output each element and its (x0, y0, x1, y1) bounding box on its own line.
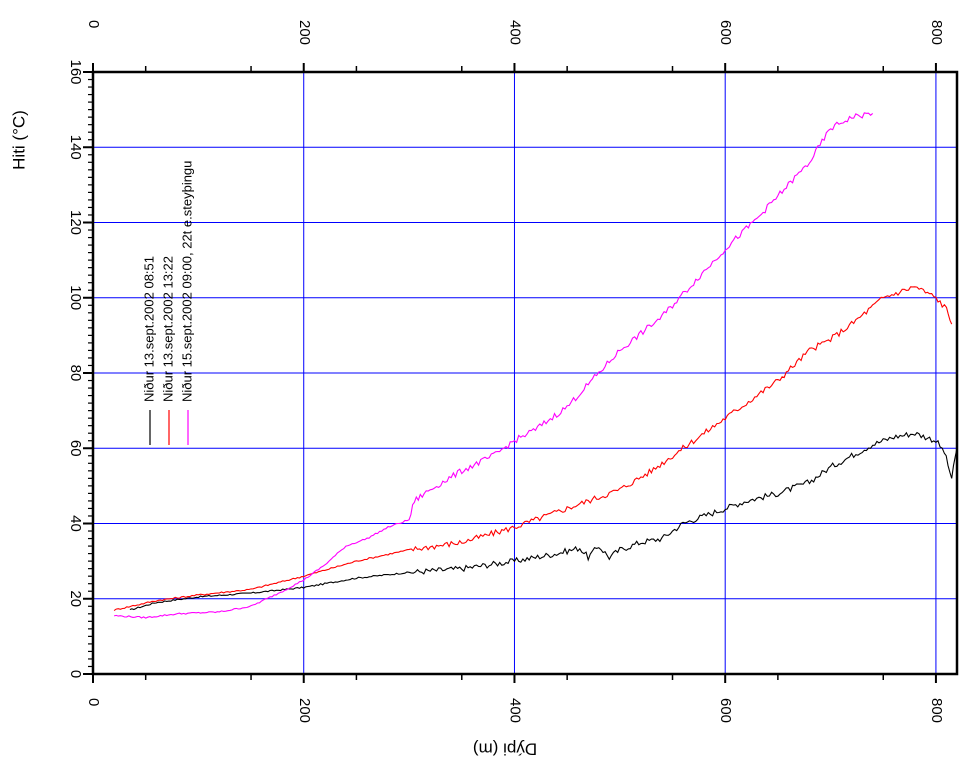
y-axis-title: Hiti (°C) (9, 110, 28, 170)
y-tick-label: 60 (67, 440, 84, 457)
y-tick-label: 0 (67, 670, 84, 678)
series-layer (113, 112, 958, 619)
y-tick-label: 40 (67, 515, 84, 532)
legend-label-3: Niður 15.sept.2002 09:00, 22t e.steyþing… (179, 161, 194, 402)
legend-label-2: Niður 13.sept.2002 13:22 (160, 256, 175, 402)
legend-label-1: Niður 13.sept.2002 08:51 (141, 256, 156, 402)
x-tick-label-bottom: 800 (928, 698, 945, 723)
series-line-3 (113, 112, 874, 619)
x-tick-label-bottom: 400 (506, 698, 523, 723)
y-tick-label: 100 (67, 285, 84, 310)
x-tick-label-top: 0 (85, 20, 102, 28)
series-line-1 (129, 431, 958, 611)
y-tick-label: 160 (67, 59, 84, 84)
tick-labels: 0 0 200 200 400 400 600 600 800 800 0 20 40 60 80 100 12… (67, 20, 945, 723)
y-tick-label: 20 (67, 590, 84, 607)
series-line-2 (113, 286, 953, 612)
x-tick-label-bottom: 200 (296, 698, 313, 723)
x-tick-label-bottom: 600 (717, 698, 734, 723)
x-tick-label-top: 600 (717, 20, 734, 45)
legend: Niður 13.sept.2002 08:51 Niður 13.sept.20… (141, 161, 194, 445)
y-tick-label: 120 (67, 210, 84, 235)
x-tick-label-top: 400 (506, 20, 523, 45)
grid-lines (93, 72, 957, 674)
x-tick-label-bottom: 0 (85, 698, 102, 706)
x-tick-label-top: 800 (928, 20, 945, 45)
ticks (83, 63, 937, 683)
y-tick-label: 80 (67, 365, 84, 382)
x-tick-label-top: 200 (296, 20, 313, 45)
y-tick-label: 140 (67, 135, 84, 160)
x-axis-title: Dýpi (m) (473, 740, 537, 759)
